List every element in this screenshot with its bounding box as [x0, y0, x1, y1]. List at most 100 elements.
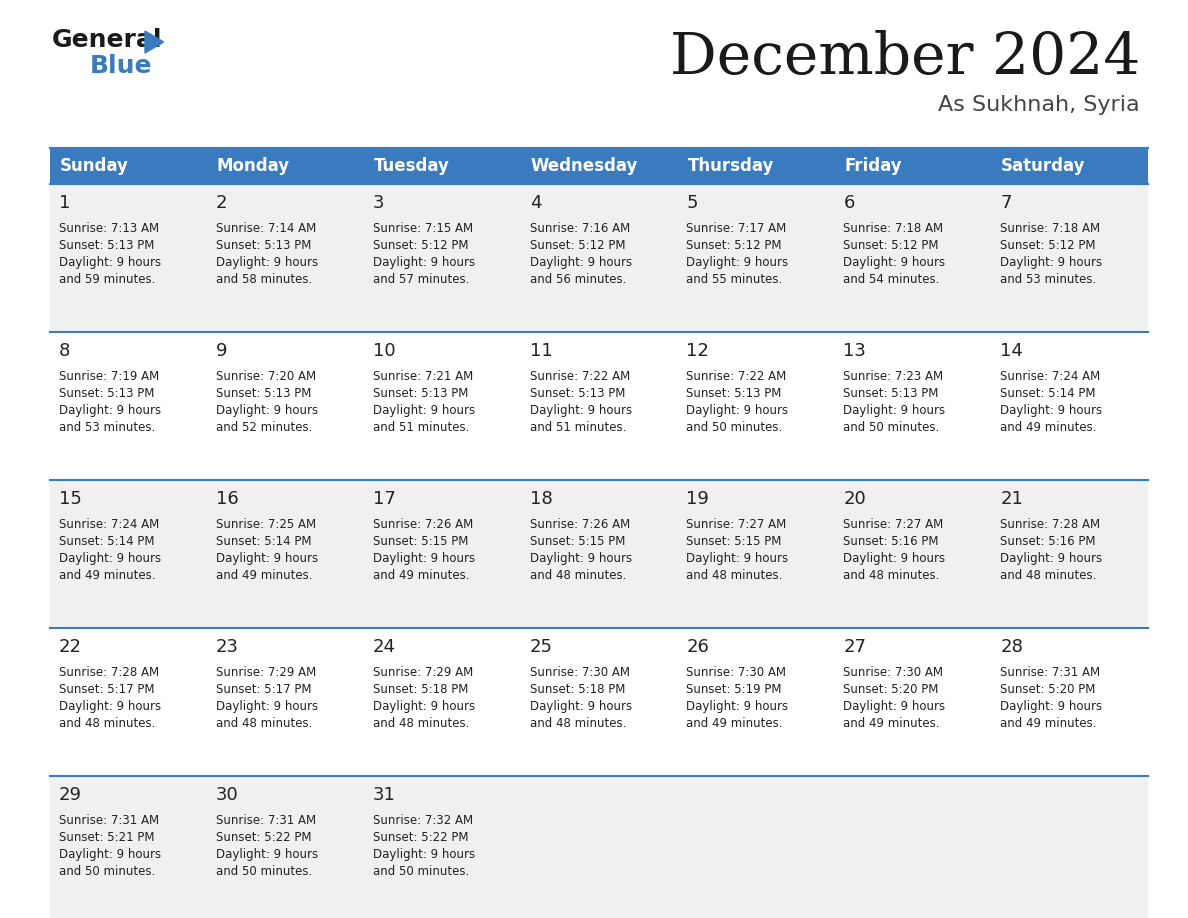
Text: and 48 minutes.: and 48 minutes. — [216, 717, 312, 730]
Text: 20: 20 — [843, 490, 866, 508]
Text: and 52 minutes.: and 52 minutes. — [216, 421, 312, 434]
Text: Sunrise: 7:26 AM: Sunrise: 7:26 AM — [373, 518, 473, 531]
Text: Sunset: 5:22 PM: Sunset: 5:22 PM — [216, 831, 311, 844]
Text: 9: 9 — [216, 342, 227, 360]
Polygon shape — [145, 31, 164, 53]
Text: As Sukhnah, Syria: As Sukhnah, Syria — [939, 95, 1140, 115]
Text: Sunset: 5:17 PM: Sunset: 5:17 PM — [216, 683, 311, 696]
Text: and 53 minutes.: and 53 minutes. — [1000, 273, 1097, 286]
Text: General: General — [52, 28, 163, 52]
Text: Daylight: 9 hours: Daylight: 9 hours — [530, 700, 632, 713]
Bar — [50, 480, 1148, 628]
Text: 12: 12 — [687, 342, 709, 360]
Text: and 48 minutes.: and 48 minutes. — [843, 569, 940, 582]
Text: Sunset: 5:12 PM: Sunset: 5:12 PM — [530, 239, 625, 252]
Text: Sunset: 5:12 PM: Sunset: 5:12 PM — [843, 239, 939, 252]
Text: Sunrise: 7:28 AM: Sunrise: 7:28 AM — [1000, 518, 1100, 531]
Text: and 48 minutes.: and 48 minutes. — [59, 717, 156, 730]
Text: 1: 1 — [59, 194, 70, 212]
Text: Daylight: 9 hours: Daylight: 9 hours — [373, 404, 475, 417]
Text: and 51 minutes.: and 51 minutes. — [373, 421, 469, 434]
Text: Daylight: 9 hours: Daylight: 9 hours — [373, 848, 475, 861]
Text: Sunrise: 7:13 AM: Sunrise: 7:13 AM — [59, 222, 159, 235]
Text: Daylight: 9 hours: Daylight: 9 hours — [59, 848, 162, 861]
Text: Sunrise: 7:26 AM: Sunrise: 7:26 AM — [530, 518, 630, 531]
Text: Daylight: 9 hours: Daylight: 9 hours — [843, 700, 946, 713]
Text: Daylight: 9 hours: Daylight: 9 hours — [216, 256, 318, 269]
Text: 22: 22 — [59, 638, 82, 656]
Text: Daylight: 9 hours: Daylight: 9 hours — [373, 552, 475, 565]
Text: Sunday: Sunday — [61, 157, 128, 175]
Text: Sunset: 5:12 PM: Sunset: 5:12 PM — [1000, 239, 1095, 252]
Bar — [50, 332, 1148, 480]
Text: and 49 minutes.: and 49 minutes. — [843, 717, 940, 730]
Text: Sunset: 5:13 PM: Sunset: 5:13 PM — [59, 387, 154, 400]
Text: Sunrise: 7:22 AM: Sunrise: 7:22 AM — [530, 370, 630, 383]
Text: 17: 17 — [373, 490, 396, 508]
Text: Sunrise: 7:30 AM: Sunrise: 7:30 AM — [843, 666, 943, 679]
Text: and 49 minutes.: and 49 minutes. — [216, 569, 312, 582]
Text: and 49 minutes.: and 49 minutes. — [687, 717, 783, 730]
Text: and 49 minutes.: and 49 minutes. — [1000, 717, 1097, 730]
Text: 14: 14 — [1000, 342, 1023, 360]
Text: Sunset: 5:15 PM: Sunset: 5:15 PM — [530, 535, 625, 548]
Text: Daylight: 9 hours: Daylight: 9 hours — [1000, 404, 1102, 417]
Text: Sunrise: 7:30 AM: Sunrise: 7:30 AM — [530, 666, 630, 679]
Bar — [50, 184, 1148, 332]
Text: 25: 25 — [530, 638, 552, 656]
Text: and 57 minutes.: and 57 minutes. — [373, 273, 469, 286]
Text: Sunrise: 7:18 AM: Sunrise: 7:18 AM — [1000, 222, 1100, 235]
Text: and 50 minutes.: and 50 minutes. — [216, 865, 312, 878]
Text: Sunrise: 7:17 AM: Sunrise: 7:17 AM — [687, 222, 786, 235]
Text: Daylight: 9 hours: Daylight: 9 hours — [843, 552, 946, 565]
Bar — [50, 776, 1148, 918]
Text: Sunrise: 7:29 AM: Sunrise: 7:29 AM — [216, 666, 316, 679]
Text: Sunrise: 7:31 AM: Sunrise: 7:31 AM — [59, 814, 159, 827]
Text: Sunset: 5:22 PM: Sunset: 5:22 PM — [373, 831, 468, 844]
Text: Daylight: 9 hours: Daylight: 9 hours — [687, 404, 789, 417]
Text: 23: 23 — [216, 638, 239, 656]
Text: Sunrise: 7:25 AM: Sunrise: 7:25 AM — [216, 518, 316, 531]
Text: Sunrise: 7:31 AM: Sunrise: 7:31 AM — [1000, 666, 1100, 679]
Text: and 50 minutes.: and 50 minutes. — [59, 865, 156, 878]
Bar — [364, 148, 520, 184]
Text: Sunset: 5:14 PM: Sunset: 5:14 PM — [216, 535, 311, 548]
Text: Blue: Blue — [90, 54, 152, 78]
Bar — [677, 148, 834, 184]
Text: 3: 3 — [373, 194, 384, 212]
Text: Sunset: 5:18 PM: Sunset: 5:18 PM — [373, 683, 468, 696]
Text: Sunset: 5:16 PM: Sunset: 5:16 PM — [1000, 535, 1095, 548]
Text: and 53 minutes.: and 53 minutes. — [59, 421, 156, 434]
Text: Sunset: 5:20 PM: Sunset: 5:20 PM — [1000, 683, 1095, 696]
Text: 24: 24 — [373, 638, 396, 656]
Text: Sunset: 5:13 PM: Sunset: 5:13 PM — [843, 387, 939, 400]
Text: 11: 11 — [530, 342, 552, 360]
Bar — [207, 148, 364, 184]
Text: 29: 29 — [59, 786, 82, 804]
Text: Sunrise: 7:19 AM: Sunrise: 7:19 AM — [59, 370, 159, 383]
Text: Sunset: 5:14 PM: Sunset: 5:14 PM — [1000, 387, 1095, 400]
Text: Sunset: 5:14 PM: Sunset: 5:14 PM — [59, 535, 154, 548]
Bar — [50, 148, 207, 184]
Text: 15: 15 — [59, 490, 82, 508]
Text: 21: 21 — [1000, 490, 1023, 508]
Text: 6: 6 — [843, 194, 854, 212]
Text: 18: 18 — [530, 490, 552, 508]
Text: and 49 minutes.: and 49 minutes. — [373, 569, 469, 582]
Text: and 48 minutes.: and 48 minutes. — [687, 569, 783, 582]
Text: Daylight: 9 hours: Daylight: 9 hours — [59, 700, 162, 713]
Bar — [520, 148, 677, 184]
Text: Sunrise: 7:20 AM: Sunrise: 7:20 AM — [216, 370, 316, 383]
Text: Sunset: 5:13 PM: Sunset: 5:13 PM — [216, 387, 311, 400]
Text: Daylight: 9 hours: Daylight: 9 hours — [687, 552, 789, 565]
Bar — [834, 148, 991, 184]
Text: and 50 minutes.: and 50 minutes. — [687, 421, 783, 434]
Text: 27: 27 — [843, 638, 866, 656]
Text: and 48 minutes.: and 48 minutes. — [373, 717, 469, 730]
Text: Sunset: 5:19 PM: Sunset: 5:19 PM — [687, 683, 782, 696]
Text: Wednesday: Wednesday — [531, 157, 638, 175]
Text: 16: 16 — [216, 490, 239, 508]
Text: Sunrise: 7:16 AM: Sunrise: 7:16 AM — [530, 222, 630, 235]
Text: Sunset: 5:15 PM: Sunset: 5:15 PM — [687, 535, 782, 548]
Text: Sunset: 5:13 PM: Sunset: 5:13 PM — [216, 239, 311, 252]
